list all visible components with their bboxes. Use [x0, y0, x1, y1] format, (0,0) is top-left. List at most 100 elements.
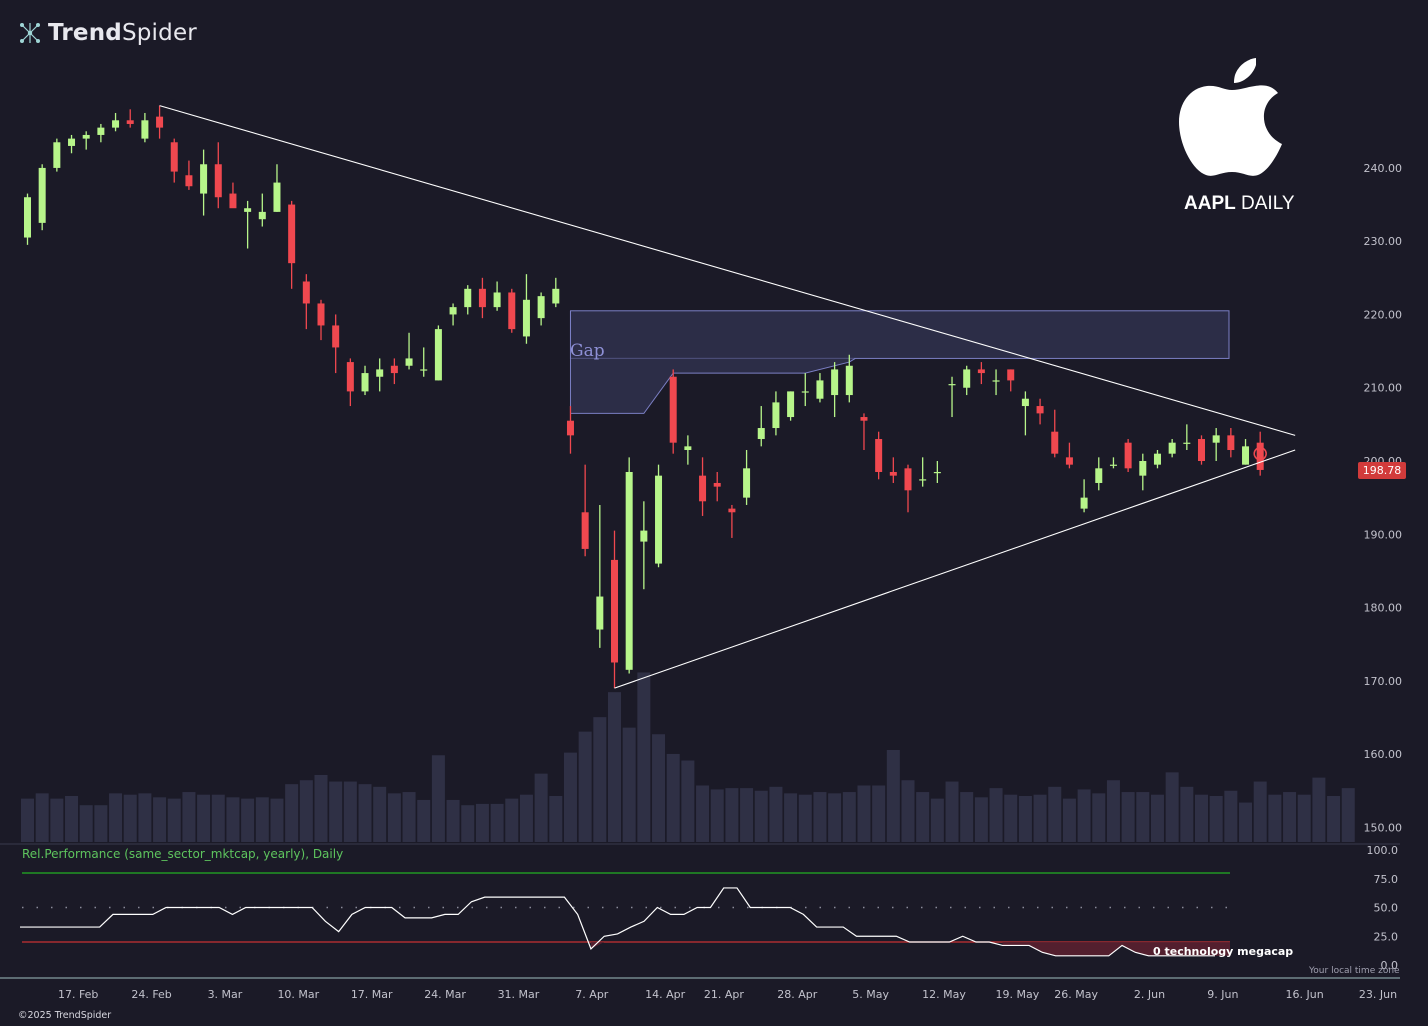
volume-bar: [65, 796, 79, 842]
candle-body: [1256, 442, 1264, 470]
volume-bar: [123, 794, 137, 842]
date-tick-label: 17. Mar: [351, 988, 393, 1001]
price-tick-label: 230.00: [1364, 235, 1403, 248]
volume-bar: [1297, 794, 1311, 842]
volume-bar: [857, 785, 871, 842]
candle-body: [508, 292, 516, 330]
volume-bar: [1150, 794, 1164, 842]
volume-bar: [211, 794, 225, 842]
candle-body: [611, 559, 618, 663]
volume-bar: [1048, 786, 1062, 842]
date-tick-label: 9. Jun: [1207, 988, 1238, 1001]
trendspider-logo: TrendSpider: [18, 20, 197, 46]
volume-bar: [578, 731, 592, 842]
volume-bar: [930, 798, 944, 842]
candle-body: [801, 391, 809, 393]
candle-body: [1139, 461, 1147, 476]
candle-body: [889, 471, 897, 476]
candle-body: [845, 365, 853, 396]
candle-body: [933, 471, 941, 474]
candle-body: [288, 204, 296, 264]
date-tick-label: 21. Apr: [704, 988, 744, 1001]
candle-body: [1051, 431, 1059, 454]
candle-body: [1198, 439, 1205, 461]
price-tick-label: 180.00: [1364, 602, 1403, 615]
volume-bar: [725, 788, 739, 842]
ticker-interval: DAILY: [1241, 193, 1295, 214]
candle-body: [361, 373, 369, 392]
volume-bar: [784, 793, 798, 842]
volume-bar: [285, 784, 299, 842]
price-tick-label: 210.00: [1364, 382, 1403, 395]
volume-bar: [1018, 796, 1032, 842]
candle-body: [82, 134, 90, 139]
candle-body: [302, 281, 310, 304]
volume-bar: [652, 734, 666, 842]
volume-bar: [681, 760, 695, 842]
volume-bar: [740, 788, 754, 842]
candle-body: [816, 380, 824, 399]
volume-bar: [1209, 796, 1223, 842]
candle-body: [229, 193, 237, 209]
candle-body: [596, 596, 604, 630]
volume-bar: [1224, 790, 1238, 842]
gap-zone-edge: [570, 357, 856, 414]
candle-body: [552, 288, 560, 304]
candle-body: [156, 116, 164, 128]
date-tick-label: 3. Mar: [208, 988, 243, 1001]
trendspider-logo-icon: [20, 23, 40, 43]
gap-label: Gap: [570, 341, 605, 361]
volume-bar: [769, 786, 783, 842]
candle-body: [405, 358, 413, 366]
candle-body: [1168, 442, 1176, 454]
volume-bar: [828, 793, 842, 842]
ticker-symbol: AAPL: [1184, 193, 1236, 214]
rel-tick-label: 25.0: [1374, 930, 1399, 943]
volume-bar: [1195, 794, 1208, 842]
volume-bar: [754, 790, 768, 842]
volume-bar: [593, 717, 607, 842]
date-tick-label: 14. Apr: [645, 988, 685, 1001]
candle-body: [390, 365, 398, 374]
volume-bar: [1341, 788, 1355, 842]
price-tick-label: 190.00: [1364, 528, 1403, 541]
candle-body: [963, 369, 971, 388]
volume-bar: [974, 797, 988, 842]
candle-body: [141, 120, 149, 139]
candle-body: [170, 142, 178, 172]
volume-bar: [138, 793, 152, 842]
gap-zone-upper: [569, 310, 1230, 359]
candle-body: [655, 475, 663, 564]
candle-body: [68, 138, 76, 146]
volume-bar: [622, 727, 636, 842]
candle-body: [376, 369, 384, 377]
volume-bar: [886, 750, 900, 842]
volume-bar: [1136, 792, 1150, 842]
date-tick-label: 7. Apr: [575, 988, 608, 1001]
volume-bar: [608, 692, 621, 842]
volume-bar: [637, 672, 651, 842]
volume-bar: [21, 798, 34, 842]
candle-body: [699, 475, 707, 502]
candle-body: [875, 439, 883, 472]
volume-bar: [813, 792, 827, 842]
trendlines: [159, 105, 1296, 689]
candle-body: [1212, 435, 1220, 443]
candle-body: [640, 530, 648, 542]
volume-bar: [373, 786, 387, 842]
candle-body: [53, 142, 61, 168]
candle-body: [244, 208, 252, 212]
rel-oversold-fill: [590, 942, 1215, 956]
ticker-label: AAPL DAILY: [1184, 193, 1295, 215]
date-tick-label: 19. May: [996, 988, 1040, 1001]
candle-body: [625, 471, 633, 670]
candle-body: [977, 369, 985, 374]
date-tick-label: 24. Feb: [131, 988, 171, 1001]
volume-bar: [270, 798, 284, 842]
volume-bar: [842, 792, 856, 842]
volume-bars: [21, 672, 1355, 842]
volume-bar: [109, 793, 123, 842]
volume-bar: [153, 797, 167, 842]
candle-body: [1183, 442, 1191, 444]
